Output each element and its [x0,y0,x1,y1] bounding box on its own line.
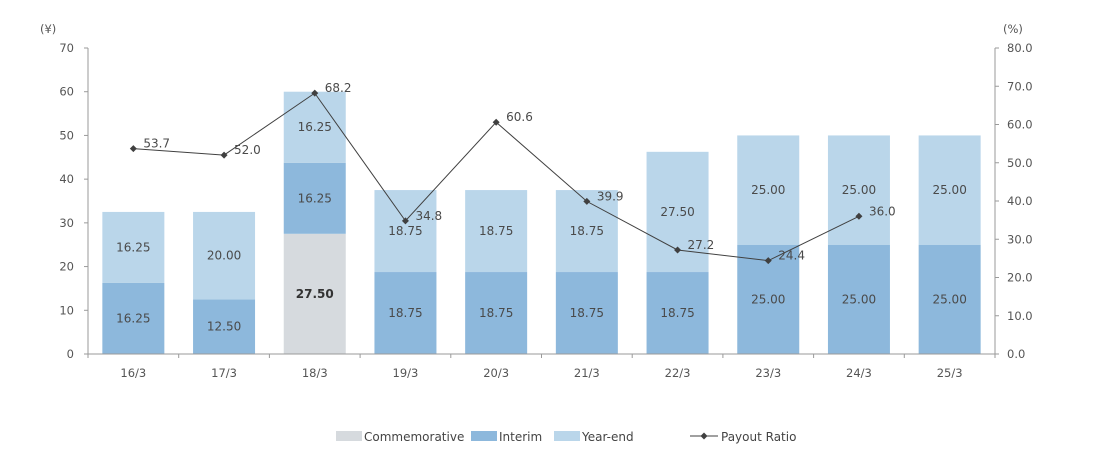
bar-year-end [102,211,165,283]
bar-interim [646,272,709,354]
bar-interim [555,272,618,354]
legend: Commemorative Interim Year-end Payout Ratio [336,430,796,444]
right-tick-label: 30.0 [1007,232,1033,246]
x-tick-label: 22/3 [665,366,691,380]
right-tick-label: 10.0 [1007,309,1033,323]
payout-ratio-point [674,246,682,254]
x-tick-label: 25/3 [937,366,963,380]
payout-ratio-point [311,89,319,97]
bar-interim [374,272,437,354]
bar-year-end [374,190,437,273]
left-tick-label: 60 [59,85,74,99]
left-tick-label: 30 [59,216,74,230]
payout-ratio-label: 53.7 [143,137,170,151]
right-tick-label: 70.0 [1007,79,1033,93]
left-tick-label: 70 [59,41,74,55]
bar-year-end [283,91,346,163]
left-tick-label: 50 [59,128,74,142]
bar-interim [102,282,165,354]
legend-swatch-interim [471,431,497,441]
left-axis-unit: (¥) [40,22,56,36]
bars-layer: 16.25 16.25 12.50 20.00 27.50 16.25 16.25 18.75… [102,91,981,354]
bar-label-year-end: 25.00 [932,183,966,197]
bar-interim [918,244,981,354]
left-tick-label: 0 [67,347,74,361]
x-tick-label: 20/3 [483,366,509,380]
payout-ratio-label: 52.0 [234,143,261,157]
bar-interim [465,272,528,354]
bar-label-year-end: 27.50 [660,205,694,219]
bar-year-end [737,135,800,245]
payout-ratio-label: 68.2 [325,81,352,95]
left-tick-label: 40 [59,172,74,186]
bar-label-year-end: 18.75 [388,224,422,238]
x-tick-label: 19/3 [393,366,419,380]
bar-label-year-end: 16.25 [116,240,150,254]
payout-ratio-label: 36.0 [869,204,896,218]
x-tick-label: 24/3 [846,366,872,380]
left-tick-label: 10 [59,303,74,317]
bar-year-end [918,135,981,245]
bar-label-interim: 12.50 [207,320,241,334]
legend-marker-payout-ratio [700,432,708,440]
legend-swatch-year-end [554,431,580,441]
x-tick-label: 16/3 [120,366,146,380]
x-tick-label: 17/3 [211,366,237,380]
bar-year-end [193,211,256,300]
payout-ratio-label: 60.6 [506,110,533,124]
payout-ratio-point [583,197,591,205]
bar-label-interim: 18.75 [388,306,422,320]
legend-label-year-end: Year-end [581,430,634,444]
bar-label-year-end: 18.75 [570,224,604,238]
legend-swatch-commemorative [336,431,362,441]
right-tick-label: 80.0 [1007,41,1033,55]
payout-ratio-point [492,118,500,126]
bar-label-year-end: 20.00 [207,249,241,263]
payout-ratio-point [855,212,863,220]
payout-ratio-label: 24.4 [778,249,805,263]
payout-ratio-point [401,217,409,225]
bar-interim [283,162,346,234]
payout-ratio-point [220,151,228,159]
payout-ratio-layer: 53.7 52.0 68.2 34.8 60.6 39.9 27.2 24.4 36.0 [129,81,896,265]
bar-label-interim: 16.25 [116,311,150,325]
bar-year-end [465,190,528,273]
right-axis-unit: (%) [1003,22,1023,36]
bar-label-interim: 25.00 [932,292,966,306]
bar-label-interim: 18.75 [660,306,694,320]
payout-ratio-label: 39.9 [597,189,624,203]
legend-label-payout-ratio: Payout Ratio [721,430,796,444]
bar-interim [827,244,890,354]
bar-label-interim: 16.25 [298,191,332,205]
bar-label-year-end: 25.00 [842,183,876,197]
right-tick-label: 50.0 [1007,156,1033,170]
legend-label-interim: Interim [499,430,542,444]
bar-label-interim: 25.00 [842,292,876,306]
bar-commemorative [283,233,346,354]
right-tick-label: 0.0 [1007,347,1025,361]
payout-ratio-point [129,145,137,153]
bar-label-commemorative: 27.50 [296,287,334,301]
left-tick-label: 20 [59,260,74,274]
bar-label-interim: 25.00 [751,292,785,306]
bar-label-interim: 18.75 [479,306,513,320]
payout-ratio-point [764,257,772,265]
bar-label-interim: 18.75 [570,306,604,320]
right-tick-label: 60.0 [1007,118,1033,132]
bar-label-year-end: 16.25 [298,120,332,134]
x-tick-label: 21/3 [574,366,600,380]
payout-ratio-label: 34.8 [415,209,442,223]
ticks-layer: 0 10 20 30 40 50 60 70 0.0 10.0 20.0 30.0 40.0 50.0 60… [59,41,1032,380]
bar-label-year-end: 25.00 [751,183,785,197]
payout-ratio-label: 27.2 [688,238,715,252]
right-tick-label: 40.0 [1007,194,1033,208]
x-tick-label: 23/3 [755,366,781,380]
right-tick-label: 20.0 [1007,271,1033,285]
x-tick-label: 18/3 [302,366,328,380]
bar-label-year-end: 18.75 [479,224,513,238]
legend-label-commemorative: Commemorative [364,430,464,444]
bar-interim [193,299,256,354]
